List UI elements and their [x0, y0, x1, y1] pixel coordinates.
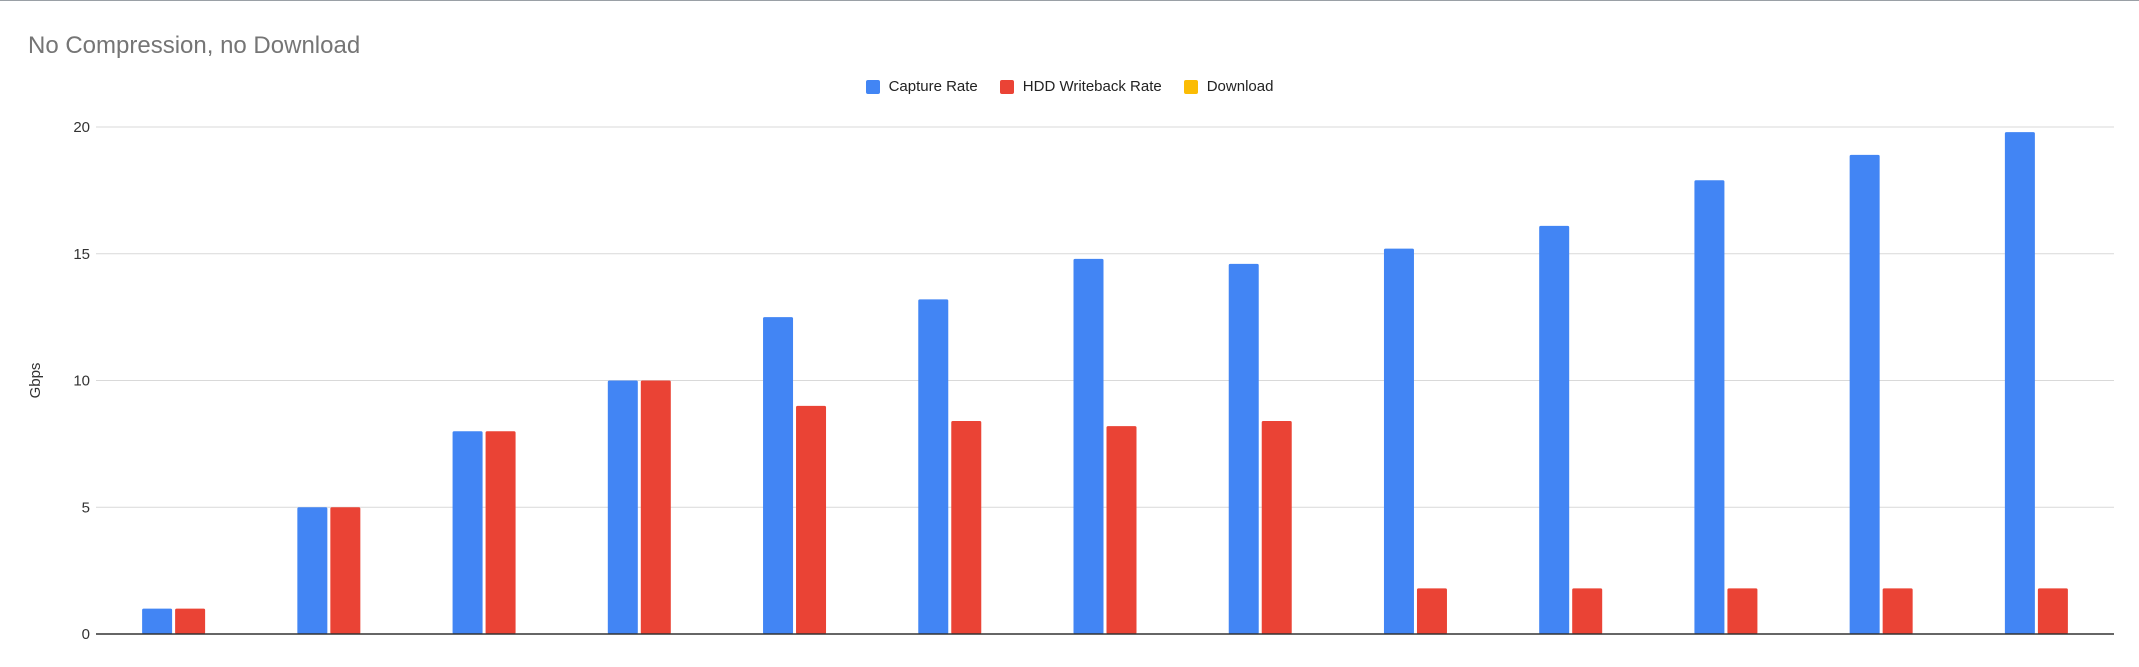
- y-tick-label: 10: [73, 373, 90, 390]
- bar-hdd-writeback-rate: [1572, 588, 1603, 634]
- bar-hdd-writeback-rate: [2037, 588, 2068, 634]
- bar-capture-rate: [1073, 258, 1104, 634]
- y-tick-label: 20: [73, 119, 90, 136]
- legend-item-capture-rate[interactable]: Capture Rate: [865, 78, 978, 95]
- bar-hdd-writeback-rate: [1882, 588, 1913, 634]
- legend: Capture Rate HDD Writeback Rate Download: [0, 78, 2139, 95]
- bar-hdd-writeback-rate: [175, 608, 206, 634]
- bar-hdd-writeback-rate: [1261, 421, 1292, 634]
- bar-capture-rate: [918, 299, 949, 634]
- chart-title: No Compression, no Download: [28, 32, 361, 59]
- y-tick-label: 15: [73, 246, 90, 263]
- legend-item-hdd-writeback-rate[interactable]: HDD Writeback Rate: [999, 78, 1162, 95]
- bar-capture-rate: [2004, 132, 2035, 634]
- legend-swatch-download: [1183, 79, 1198, 94]
- bar-capture-rate: [1694, 180, 1725, 635]
- bar-capture-rate: [1539, 225, 1570, 635]
- bar-capture-rate: [1849, 154, 1880, 634]
- bar-hdd-writeback-rate: [796, 405, 827, 634]
- y-tick-label: 0: [82, 626, 90, 643]
- bar-capture-rate: [1383, 248, 1414, 634]
- bar-hdd-writeback-rate: [330, 507, 361, 634]
- bar-capture-rate: [142, 608, 173, 634]
- bar-capture-rate: [607, 380, 638, 634]
- bar-hdd-writeback-rate: [485, 431, 516, 634]
- legend-label-hdd-writeback-rate: HDD Writeback Rate: [1022, 78, 1162, 95]
- bar-hdd-writeback-rate: [640, 380, 671, 634]
- bar-capture-rate: [297, 507, 328, 634]
- bar-capture-rate: [452, 431, 483, 634]
- legend-swatch-hdd-writeback-rate: [999, 79, 1014, 94]
- bar-hdd-writeback-rate: [1416, 588, 1447, 634]
- y-tick-label: 5: [82, 499, 90, 516]
- bar-hdd-writeback-rate: [951, 421, 982, 634]
- y-axis-label: Gbps: [27, 363, 44, 399]
- legend-label-capture-rate: Capture Rate: [888, 78, 978, 95]
- bar-capture-rate: [1228, 263, 1259, 634]
- legend-label-download: Download: [1206, 78, 1274, 95]
- legend-swatch-capture-rate: [865, 79, 880, 94]
- top-border: [0, 0, 2139, 1]
- bar-hdd-writeback-rate: [1106, 426, 1137, 634]
- legend-item-download[interactable]: Download: [1183, 78, 1274, 95]
- bar-hdd-writeback-rate: [1727, 588, 1758, 634]
- bar-capture-rate: [763, 317, 794, 634]
